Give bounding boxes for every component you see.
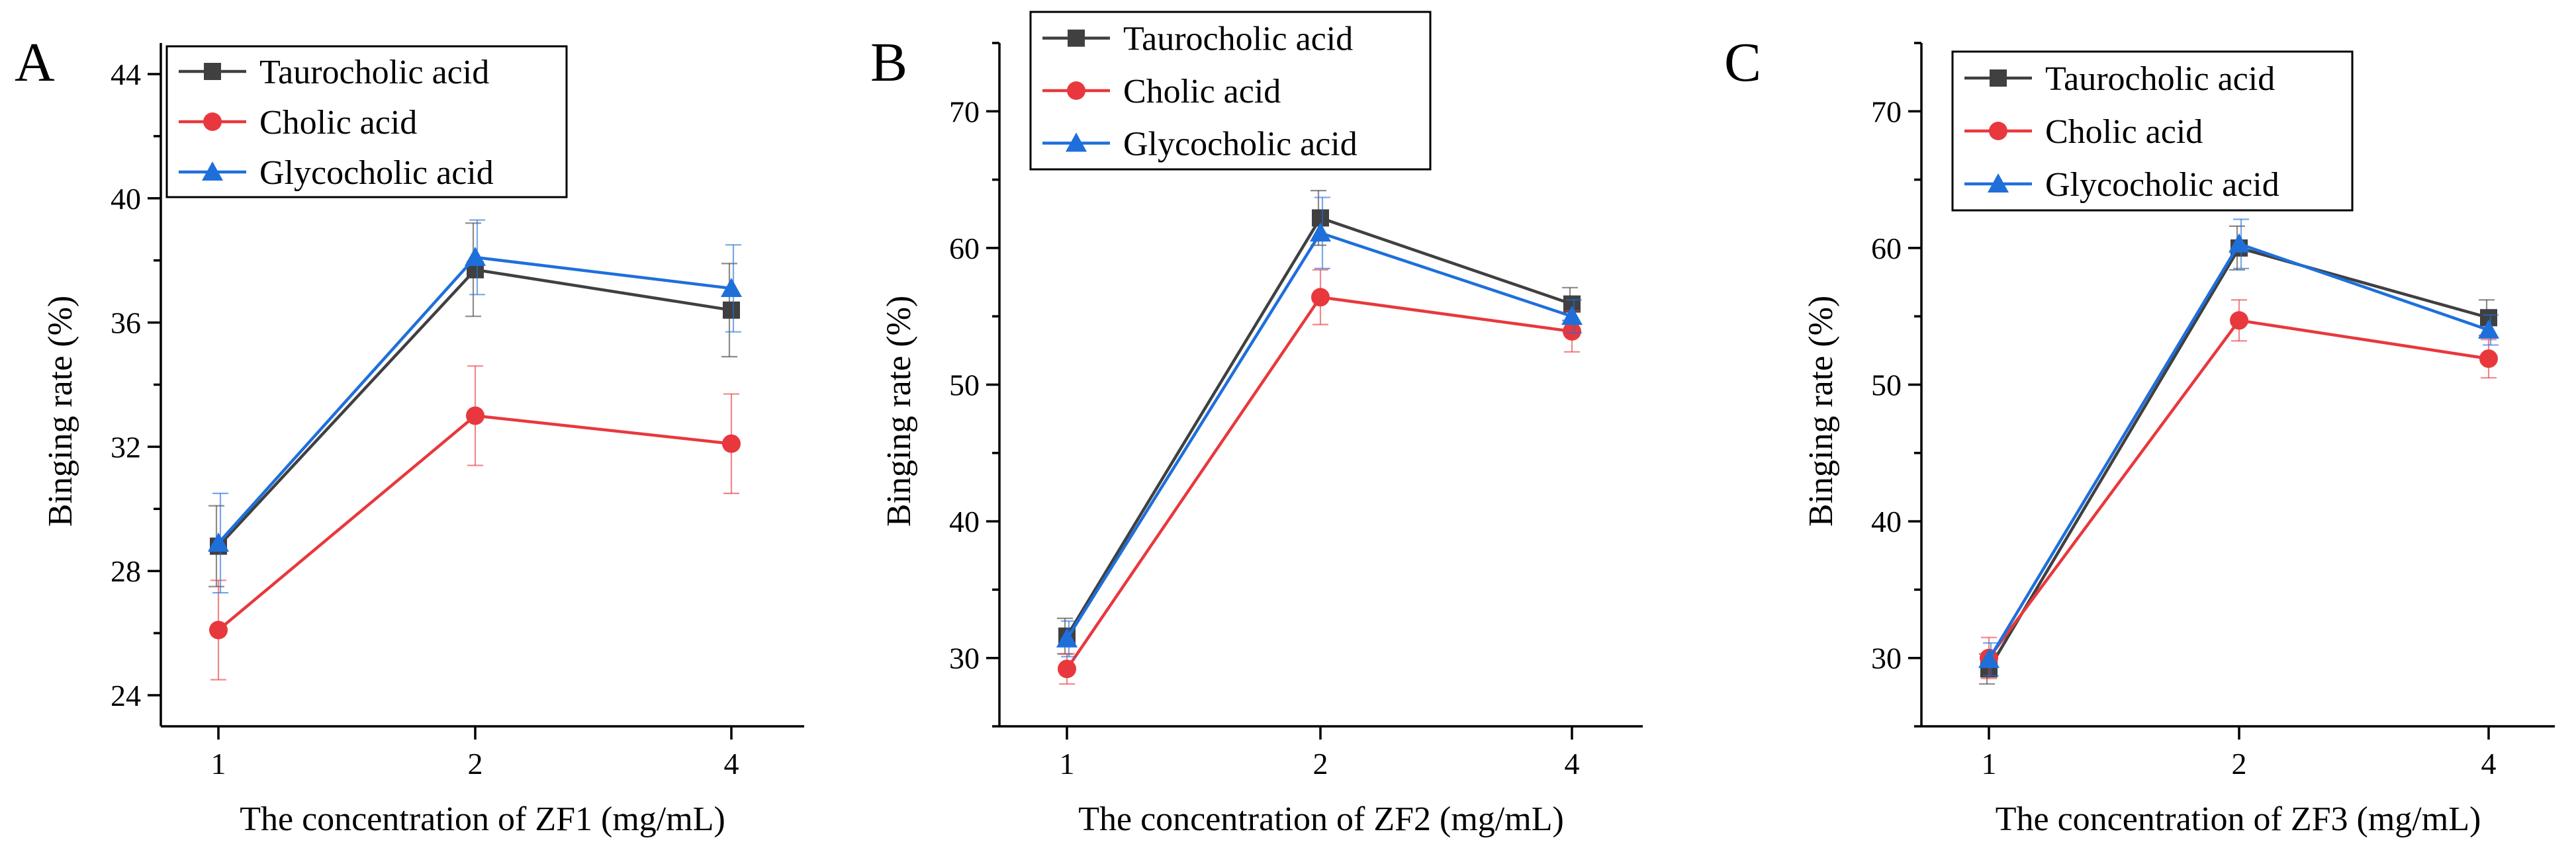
series-line bbox=[1988, 318, 2489, 660]
series-taurocholic-acid bbox=[208, 222, 740, 587]
legend-marker bbox=[1068, 29, 1085, 47]
y-tick-label: 60 bbox=[949, 232, 980, 265]
series-taurocholic-acid bbox=[1979, 225, 2497, 685]
legend-marker bbox=[1066, 132, 1087, 152]
data-point bbox=[1978, 648, 2000, 668]
series-cholic-acid bbox=[209, 365, 741, 681]
y-axis-title: Binging rate (%) bbox=[880, 296, 918, 527]
series-glycocholic-acid bbox=[208, 219, 742, 594]
data-point bbox=[466, 406, 484, 425]
legend-label: Cholic acid bbox=[2045, 113, 2203, 151]
legend-marker bbox=[202, 161, 223, 181]
legend-label: Cholic acid bbox=[259, 104, 417, 142]
data-point bbox=[465, 246, 486, 266]
x-tick-label: 2 bbox=[2232, 747, 2247, 781]
y-tick-label: 30 bbox=[1871, 642, 1902, 675]
y-tick-label: 40 bbox=[111, 182, 141, 216]
series-line bbox=[1066, 295, 1573, 670]
panel-letter: C bbox=[1724, 32, 1761, 93]
data-point bbox=[209, 620, 228, 640]
y-tick-label: 30 bbox=[949, 642, 980, 675]
legend-label: Taurocholic acid bbox=[1123, 21, 1353, 58]
y-tick-label: 44 bbox=[111, 58, 141, 91]
data-point bbox=[723, 301, 740, 319]
y-tick-label: 60 bbox=[1871, 232, 1902, 265]
legend-label: Glycocholic acid bbox=[259, 154, 494, 192]
series-cholic-acid bbox=[1058, 269, 1581, 685]
x-axis-title: The concentration of ZF3 (mg/mL) bbox=[1996, 800, 2481, 838]
data-point bbox=[2479, 349, 2498, 368]
data-point bbox=[208, 532, 229, 552]
y-axis-title: Binging rate (%) bbox=[1802, 296, 1840, 527]
data-point bbox=[1310, 222, 1331, 242]
x-tick-label: 4 bbox=[1565, 747, 1580, 781]
data-point bbox=[2230, 311, 2248, 330]
panel-letter: A bbox=[15, 32, 55, 93]
legend-marker bbox=[1989, 122, 2007, 140]
series-taurocholic-acid bbox=[1057, 190, 1581, 655]
legend-marker bbox=[1990, 69, 2007, 87]
legend-label: Glycocholic acid bbox=[2045, 166, 2279, 204]
y-tick-label: 70 bbox=[1871, 95, 1902, 128]
x-tick-label: 4 bbox=[2481, 747, 2497, 781]
legend-label: Taurocholic acid bbox=[2045, 60, 2275, 98]
x-tick-label: 1 bbox=[1060, 747, 1075, 781]
data-point bbox=[1563, 321, 1581, 341]
legend: Taurocholic acid Cholic acid Glycocholic a… bbox=[1029, 11, 1432, 171]
data-point bbox=[1058, 660, 1076, 679]
x-tick-label: 1 bbox=[1982, 747, 1997, 781]
data-point bbox=[1561, 306, 1583, 325]
legend-label: Taurocholic acid bbox=[259, 54, 489, 91]
x-axis-title: The concentration of ZF2 (mg/mL) bbox=[1078, 800, 1564, 838]
series-line bbox=[1066, 216, 1573, 637]
legend-marker bbox=[1988, 173, 2009, 192]
legend-marker bbox=[1067, 81, 1085, 100]
y-tick-label: 36 bbox=[111, 306, 141, 340]
y-axis-title: Binging rate (%) bbox=[42, 296, 79, 527]
data-point bbox=[721, 277, 742, 297]
y-tick-label: 28 bbox=[111, 554, 141, 588]
series-cholic-acid bbox=[1980, 299, 2498, 679]
x-tick-label: 1 bbox=[211, 747, 226, 781]
y-tick-label: 70 bbox=[949, 95, 980, 128]
x-tick-label: 4 bbox=[724, 747, 739, 781]
y-tick-label: 40 bbox=[949, 505, 980, 538]
legend: Taurocholic acid Cholic acid Glycocholic a… bbox=[1951, 50, 2354, 212]
y-tick-label: 50 bbox=[949, 368, 980, 402]
x-axis-title: The concentration of ZF1 (mg/mL) bbox=[240, 800, 725, 838]
data-point bbox=[2229, 233, 2250, 253]
legend-marker bbox=[203, 112, 222, 131]
x-tick-label: 2 bbox=[1313, 747, 1328, 781]
data-point bbox=[1311, 288, 1330, 307]
series-glycocholic-acid bbox=[1978, 218, 2499, 677]
data-point bbox=[1056, 628, 1078, 648]
y-tick-label: 32 bbox=[111, 430, 141, 464]
legend-marker bbox=[204, 63, 221, 80]
data-point bbox=[2478, 319, 2499, 339]
data-point bbox=[722, 434, 741, 453]
legend: Taurocholic acid Cholic acid Glycocholic a… bbox=[165, 45, 568, 198]
y-tick-label: 24 bbox=[111, 679, 141, 712]
y-tick-label: 40 bbox=[1871, 505, 1902, 538]
series-glycocholic-acid bbox=[1056, 196, 1583, 658]
y-tick-label: 50 bbox=[1871, 368, 1902, 402]
x-tick-label: 2 bbox=[468, 747, 483, 781]
panel-letter: B bbox=[870, 32, 907, 93]
legend-label: Glycocholic acid bbox=[1123, 125, 1357, 163]
legend-label: Cholic acid bbox=[1123, 73, 1281, 110]
